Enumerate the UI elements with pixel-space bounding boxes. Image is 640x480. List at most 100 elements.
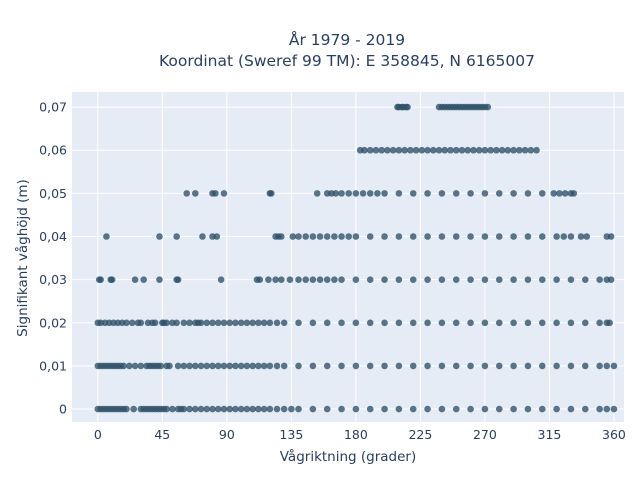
data-point [232,362,239,370]
data-point [180,319,188,327]
data-point [260,405,268,413]
x-tick-label: 135 [279,427,303,442]
data-point [137,362,145,370]
data-point [323,362,331,370]
data-point [538,362,546,370]
chart-title-line1: År 1979 - 2019 [289,30,405,49]
data-point [553,319,560,327]
data-point [338,190,345,197]
data-point [484,103,492,111]
data-point [596,362,603,370]
data-point [481,233,489,240]
data-point [495,276,503,283]
x-tick-label: 180 [344,427,368,442]
data-point [366,276,374,283]
data-point [452,319,460,327]
data-point [156,233,163,240]
data-point [567,405,575,413]
chart-title-line2: Koordinat (Sweref 99 TM): E 358845, N 61… [159,52,535,70]
data-point [430,146,437,154]
data-point [389,146,397,154]
data-point [316,276,324,283]
data-point [372,146,380,154]
data-point [481,190,489,197]
data-point [226,405,234,413]
data-point [173,233,180,240]
y-tick-labels: 0 0,01 0,02 0,03 0,04 0,05 0,06 0,07 [39,100,67,417]
data-point [424,405,431,413]
x-tick-label: 270 [473,427,497,442]
data-point [192,362,199,370]
data-point [163,405,170,413]
data-point [381,405,388,413]
data-point [243,319,251,327]
data-point [438,233,446,240]
data-point [288,405,295,413]
data-point [510,233,517,240]
data-point [510,405,517,413]
data-point [280,405,288,413]
data-point [412,146,420,154]
data-point [273,362,281,370]
data-point [395,190,403,197]
data-point [352,190,360,197]
data-point [256,276,264,283]
data-point [209,405,216,413]
y-tick-label: 0 [59,402,67,417]
data-point [407,146,414,154]
data-point [452,405,460,413]
data-point [214,405,222,413]
data-point [378,146,385,154]
data-point [606,319,613,327]
data-point [538,405,546,413]
data-point [323,319,331,327]
data-point [214,319,222,327]
data-point [331,276,338,283]
data-point [395,362,403,370]
data-point [409,233,417,240]
y-tick-label: 0,07 [39,100,67,115]
data-point [352,362,360,370]
data-point [313,190,321,197]
x-tick-labels: 0 45 90 135 180 225 270 315 360 [94,427,626,442]
data-point [243,405,251,413]
data-point [352,233,360,240]
data-point [120,362,127,370]
data-point [273,405,281,413]
x-axis-label: Vågriktning (grader) [280,448,417,465]
data-point [183,190,191,197]
data-point [209,362,216,370]
data-point [197,362,205,370]
data-point [108,276,116,283]
data-point [352,276,360,283]
data-point [538,233,546,240]
data-point [255,405,262,413]
data-point [550,190,558,197]
data-point [338,362,345,370]
data-point [538,319,546,327]
data-point [495,233,503,240]
data-point [381,190,388,197]
data-point [249,362,256,370]
data-point [581,319,589,327]
data-point [493,146,500,154]
data-point [607,276,615,283]
data-point [323,405,331,413]
data-point [510,362,517,370]
data-point [280,319,288,327]
data-point [603,362,611,370]
data-point [438,190,446,197]
data-point [553,276,560,283]
data-point [467,362,474,370]
x-tick-label: 225 [408,427,432,442]
data-point [309,233,317,240]
data-point [166,362,173,370]
data-point [345,233,353,240]
y-tick-label: 0,04 [39,229,67,244]
data-point [424,190,431,197]
data-point [424,319,431,327]
data-point [409,362,417,370]
data-point [464,146,472,154]
data-point [180,405,188,413]
